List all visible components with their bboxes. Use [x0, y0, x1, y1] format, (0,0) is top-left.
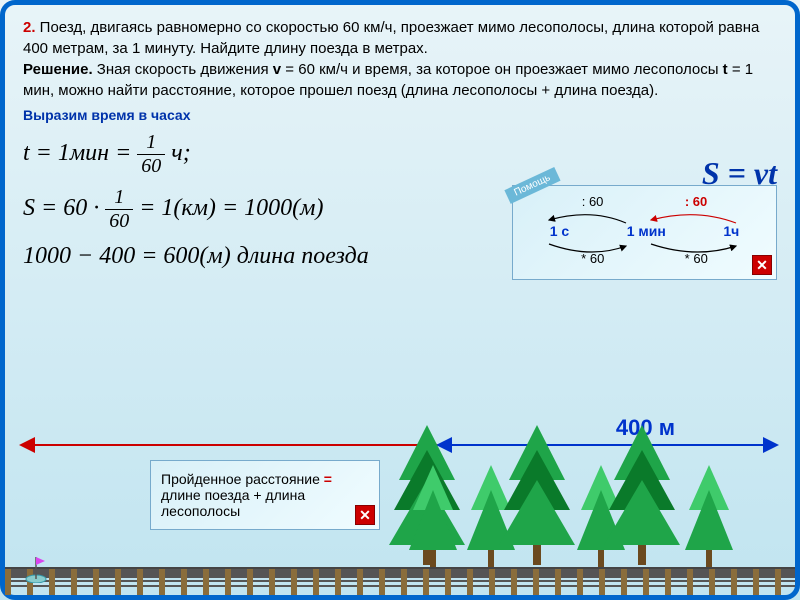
frac2-den: 60	[105, 210, 133, 233]
buoy-icon	[25, 553, 47, 583]
m2-left: S = 60 ·	[23, 195, 105, 221]
callout-eq: =	[324, 471, 332, 487]
fraction-1: 1 60	[137, 131, 165, 178]
express-time-label: Выразим время в часах	[23, 107, 777, 123]
callout-box: Пройденное расстояние = длине поезда + д…	[150, 460, 380, 530]
formula-svt: S = vt	[702, 155, 777, 192]
math-line-1: t = 1мин = 1 60 ч;	[23, 131, 777, 178]
callout-t2: длине поезда + длина лесополосы	[161, 487, 305, 519]
frac1-num: 1	[137, 131, 165, 155]
m2-right: = 1000(м)	[222, 195, 324, 221]
math-line-3: 1000 − 400 = 600(м) длина поезда	[23, 243, 777, 270]
solution-paragraph: Решение. Зная скорость движения v = 60 к…	[23, 59, 777, 101]
m1-right: ч;	[171, 140, 190, 166]
m1-left: t = 1мин	[23, 140, 109, 166]
solution-label: Решение.	[23, 61, 93, 78]
problem-statement: 2. Поезд, двигаясь равномерно со скорост…	[23, 17, 777, 59]
frac2-num: 1	[105, 186, 133, 210]
fraction-2: 1 60	[105, 186, 133, 233]
problem-body: Поезд, двигаясь равномерно со скоростью …	[23, 19, 759, 57]
v-value: = 60 км/ч и время, за которое он проезжа…	[281, 61, 723, 78]
solution-t1: Зная скорость движения	[93, 61, 273, 78]
frac1-den: 60	[137, 155, 165, 178]
var-v: v	[273, 61, 281, 78]
problem-number: 2.	[23, 19, 36, 36]
math-line-2: S = 60 · 1 60 = 1(км) = 1000(м)	[23, 186, 777, 233]
m1-eq: =	[115, 140, 137, 166]
m2-mid: = 1(км)	[139, 195, 216, 221]
close-icon[interactable]: ✕	[355, 505, 375, 525]
trees-illustration	[375, 405, 775, 570]
rails-decoration	[5, 567, 795, 595]
callout-t1: Пройденное расстояние	[161, 471, 324, 487]
